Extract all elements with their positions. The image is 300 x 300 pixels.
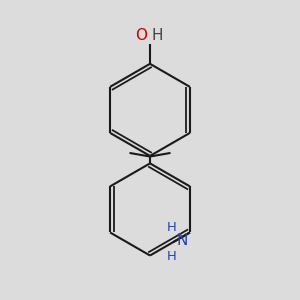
- Text: H: H: [152, 28, 163, 43]
- Text: H: H: [167, 250, 177, 263]
- Text: O: O: [135, 28, 147, 43]
- Text: H: H: [167, 221, 177, 234]
- Text: N: N: [176, 233, 188, 248]
